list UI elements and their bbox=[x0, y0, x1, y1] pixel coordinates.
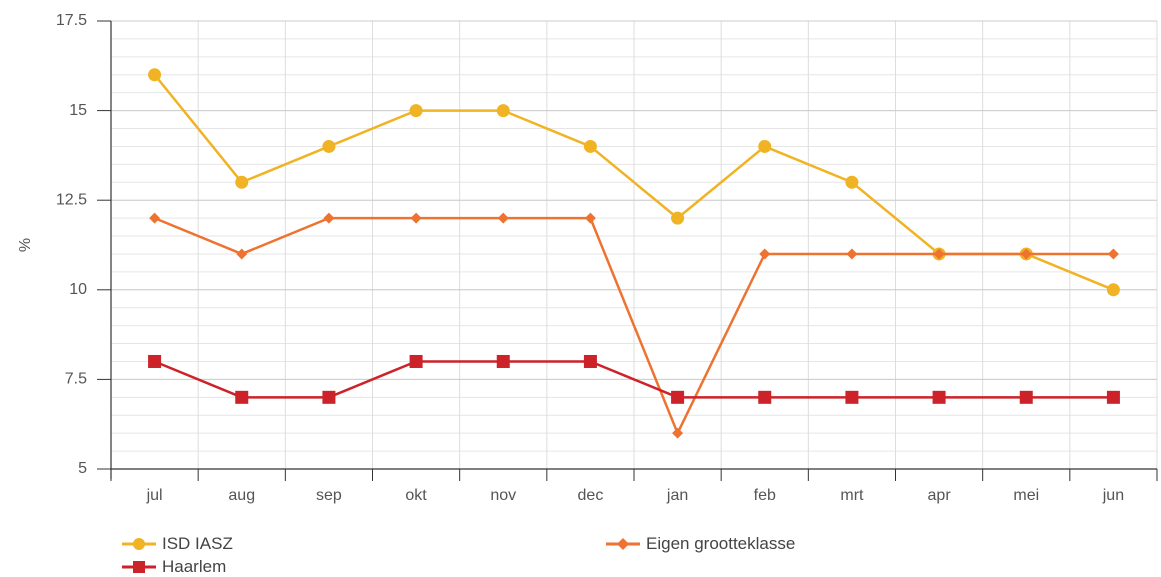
x-tick-label: jan bbox=[666, 487, 688, 504]
data-point bbox=[410, 212, 422, 224]
data-point bbox=[758, 139, 772, 153]
data-point bbox=[496, 104, 510, 118]
data-point bbox=[846, 248, 858, 260]
x-tick-label: feb bbox=[754, 487, 776, 504]
data-point bbox=[758, 390, 772, 404]
x-tick-label: sep bbox=[316, 487, 342, 504]
y-tick-label: 17.5 bbox=[56, 12, 87, 29]
x-tick-label: aug bbox=[228, 487, 255, 504]
data-point bbox=[149, 212, 161, 224]
data-point bbox=[845, 390, 859, 404]
data-point bbox=[323, 212, 335, 224]
series-line bbox=[154, 216, 1114, 435]
data-point bbox=[1020, 248, 1032, 260]
data-point bbox=[1106, 283, 1120, 297]
data-point bbox=[235, 175, 249, 189]
x-tick-label: apr bbox=[928, 487, 952, 504]
data-point bbox=[409, 354, 423, 368]
data-point bbox=[672, 427, 684, 439]
data-series bbox=[148, 68, 1120, 439]
x-tick-label: okt bbox=[405, 487, 427, 504]
data-point bbox=[409, 104, 423, 118]
data-point bbox=[584, 212, 596, 224]
data-point bbox=[1019, 390, 1033, 404]
y-tick-label: 15 bbox=[69, 102, 87, 119]
major-gridlines bbox=[111, 20, 1158, 470]
data-point bbox=[932, 390, 946, 404]
data-point bbox=[759, 248, 771, 260]
y-tick-label: 10 bbox=[69, 281, 87, 298]
y-axis-label: % bbox=[17, 238, 34, 252]
data-point bbox=[1106, 390, 1120, 404]
data-point bbox=[235, 390, 249, 404]
y-tick-label: 5 bbox=[78, 460, 87, 477]
data-point bbox=[148, 354, 162, 368]
y-tick-label: 12.5 bbox=[56, 191, 87, 208]
data-point bbox=[148, 68, 162, 82]
data-point bbox=[671, 390, 685, 404]
x-tick-label: jul bbox=[146, 487, 163, 504]
y-tick-label: 7.5 bbox=[65, 371, 87, 388]
data-point bbox=[583, 139, 597, 153]
tick-labels: 5 7.5 10 12.5 15 17.5 jul aug sep okt nov dec jan feb… bbox=[56, 12, 1124, 504]
data-point bbox=[236, 248, 248, 260]
data-point bbox=[322, 139, 336, 153]
x-tick-label: mei bbox=[1013, 487, 1039, 504]
x-tick-label: dec bbox=[578, 487, 604, 504]
data-point bbox=[497, 212, 509, 224]
x-tick-label: mrt bbox=[840, 487, 864, 504]
data-point bbox=[671, 211, 685, 225]
data-point bbox=[583, 354, 597, 368]
series-eigen-grootteklasse bbox=[149, 212, 1119, 439]
series-haarlem bbox=[148, 354, 1120, 404]
data-point bbox=[845, 175, 859, 189]
x-tick-label: jun bbox=[1102, 487, 1124, 504]
data-point bbox=[496, 354, 510, 368]
x-tick-label: nov bbox=[490, 487, 516, 504]
series-line bbox=[154, 360, 1114, 399]
data-point bbox=[1107, 248, 1119, 260]
data-point bbox=[322, 390, 336, 404]
axes bbox=[97, 20, 1158, 481]
data-point bbox=[933, 248, 945, 260]
